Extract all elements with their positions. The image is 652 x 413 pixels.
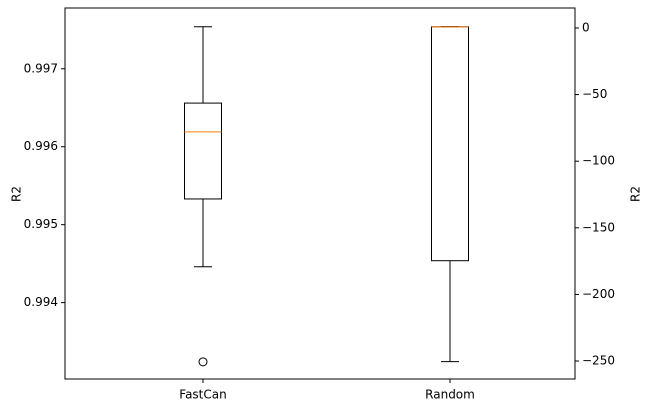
y2-tick-label: −100 [582,154,615,168]
y2-tick-label: −250 [582,354,615,368]
y-tick-label: 0.996 [24,139,58,153]
y2-tick-label: 0 [582,20,590,34]
y-tick-label: 0.995 [24,217,58,231]
y2-tick-label: −50 [582,87,607,101]
plot-frame [64,7,576,380]
x-tick-label: Random [425,388,475,402]
y2-axis-label: R2 [629,186,643,202]
x-tick-label: FastCan [179,388,226,402]
box [184,102,222,200]
y-axis-label: R2 [10,186,24,202]
outlier [198,357,208,367]
y-tick-label: 0.994 [24,295,58,309]
y2-tick-label: −200 [582,287,615,301]
y-tick-label: 0.997 [24,61,58,75]
box [431,26,469,262]
y2-tick-label: −150 [582,220,615,234]
